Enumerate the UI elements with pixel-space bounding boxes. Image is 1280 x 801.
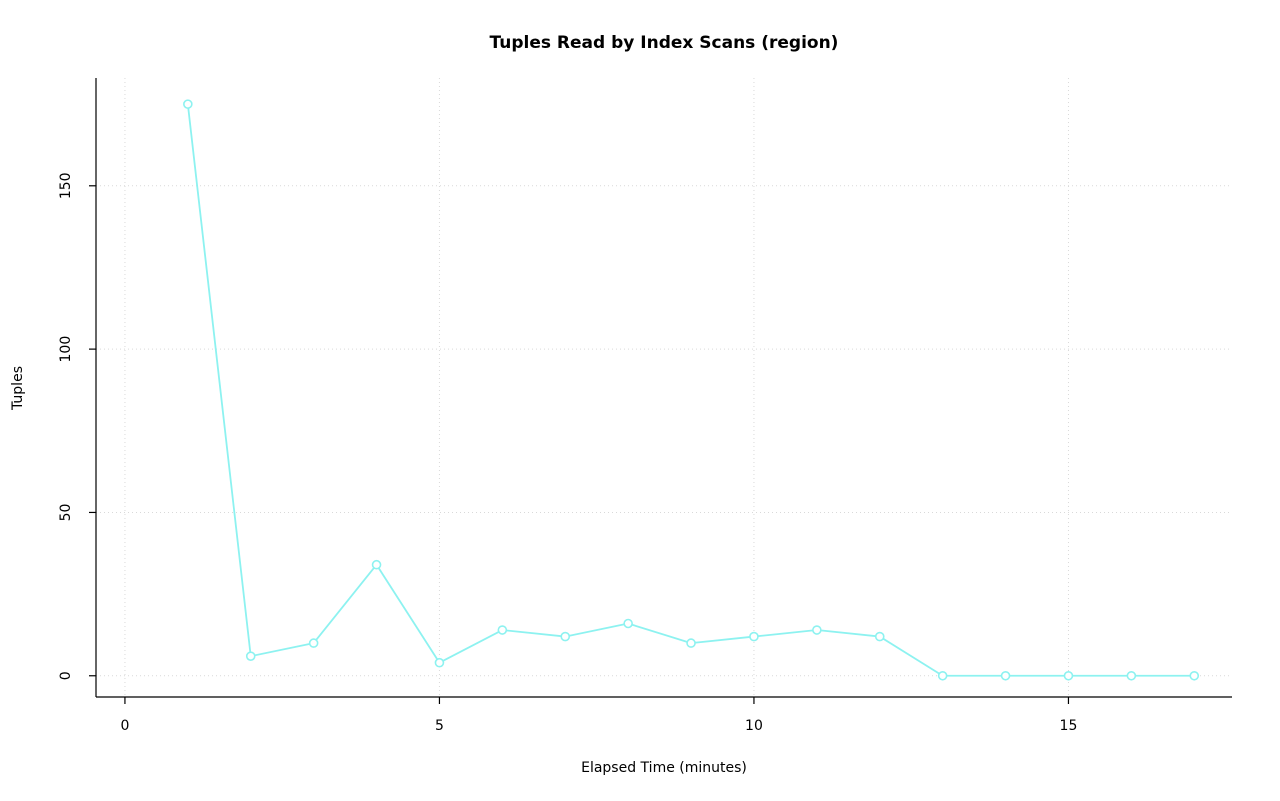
data-point-marker: [497, 625, 508, 635]
data-point-marker: [1063, 670, 1074, 681]
x-tick-label: 15: [1060, 718, 1078, 734]
gridlines: [96, 78, 1232, 697]
data-point-marker: [623, 618, 633, 629]
data-series: [183, 99, 1200, 681]
data-point-marker: [560, 631, 571, 642]
x-tick-label: 0: [120, 718, 129, 734]
y-tick-label: 100: [58, 336, 74, 363]
y-tick-label: 150: [58, 172, 74, 199]
data-point-marker: [371, 559, 382, 570]
data-point-marker: [434, 657, 445, 668]
y-tick-label: 0: [58, 671, 74, 680]
data-point-marker: [245, 651, 256, 661]
data-point-marker: [749, 631, 759, 642]
y-tick-label: 50: [58, 504, 74, 522]
data-point-marker: [1126, 670, 1137, 681]
chart-title: Tuples Read by Index Scans (region): [490, 33, 839, 53]
data-point-marker: [937, 670, 948, 681]
data-point-marker: [1189, 670, 1200, 681]
x-tick-label: 10: [745, 718, 763, 734]
x-axis-label: Elapsed Time (minutes): [581, 760, 747, 776]
data-point-marker: [308, 638, 319, 648]
data-point-marker: [812, 625, 822, 635]
data-point-marker: [874, 631, 885, 642]
data-point-marker: [183, 99, 193, 109]
data-point-marker: [1000, 670, 1011, 681]
x-tick-label: 5: [435, 718, 444, 734]
series-line: [186, 103, 1196, 677]
data-point-marker: [686, 638, 696, 648]
y-axis-label: Tuples: [10, 366, 26, 411]
